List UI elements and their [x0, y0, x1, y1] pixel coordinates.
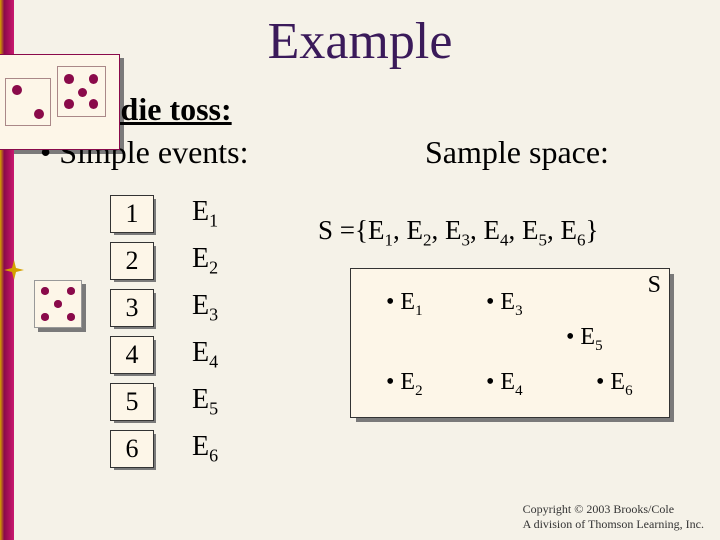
event-number-box: 6: [110, 430, 154, 468]
copyright-line-2: A division of Thomson Learning, Inc.: [523, 517, 704, 532]
event-number-box: 5: [110, 383, 154, 421]
event-row: 6 E6: [110, 425, 218, 472]
copyright-line-1: Copyright © 2003 Brooks/Cole: [523, 502, 704, 517]
event-label: E4: [192, 337, 218, 373]
sample-point: • E1: [386, 289, 423, 320]
ornament-icon: [2, 258, 26, 282]
sample-point: • E3: [486, 289, 523, 320]
sample-point: • E2: [386, 369, 423, 400]
event-row: 4 E4: [110, 331, 218, 378]
die-icon-small: [34, 280, 82, 328]
copyright: Copyright © 2003 Brooks/Cole A division …: [523, 502, 704, 532]
dice-image: [0, 54, 120, 150]
event-label: E5: [192, 384, 218, 420]
sample-space-heading: Sample space:: [425, 134, 609, 171]
sample-space-box-label: S: [648, 272, 661, 299]
event-number-box: 2: [110, 242, 154, 280]
sample-point: • E5: [566, 324, 603, 355]
event-number-box: 1: [110, 195, 154, 233]
event-number-box: 4: [110, 336, 154, 374]
event-number-box: 3: [110, 289, 154, 327]
sample-point: • E6: [596, 369, 633, 400]
sample-space-set: S ={E1, E2, E3, E4, E5, E6}: [318, 215, 598, 250]
event-label: E6: [192, 431, 218, 467]
event-row: 2 E2: [110, 237, 218, 284]
events-table: 1 E1 2 E2 3 E3 4 E4 5 E5 6 E6: [110, 190, 218, 472]
event-row: 3 E3: [110, 284, 218, 331]
sample-space-box: S • E1 • E3 • E5 • E2 • E4 • E6: [350, 268, 670, 418]
event-label: E3: [192, 290, 218, 326]
event-label: E2: [192, 243, 218, 279]
sample-point: • E4: [486, 369, 523, 400]
event-row: 5 E5: [110, 378, 218, 425]
event-row: 1 E1: [110, 190, 218, 237]
event-label: E1: [192, 196, 218, 232]
